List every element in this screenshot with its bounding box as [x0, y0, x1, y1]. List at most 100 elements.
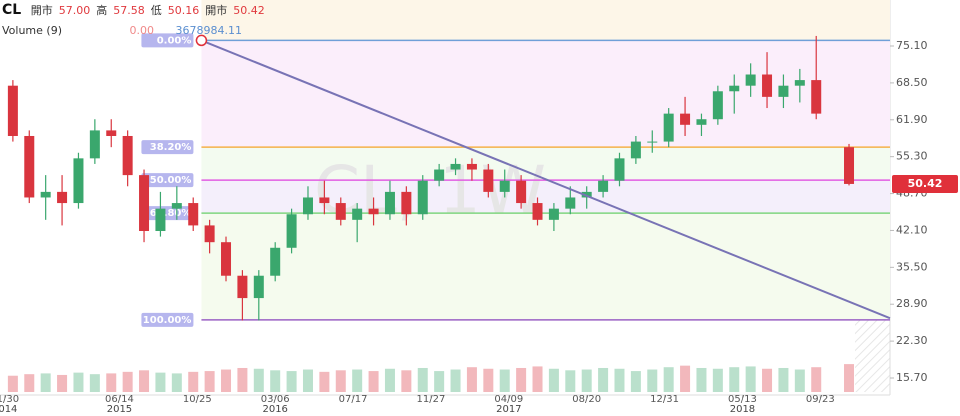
- volume-bar: [630, 371, 641, 392]
- volume-bar: [565, 370, 576, 392]
- volume-bar: [483, 368, 494, 392]
- candle-body: [40, 191, 51, 198]
- x-tick-label: 09/23: [806, 394, 835, 405]
- candle-body: [450, 163, 461, 170]
- ohlc-value: 50.42: [233, 4, 265, 17]
- x-year-label: 2018: [730, 404, 755, 415]
- volume-bar: [253, 368, 264, 392]
- x-tick-label: 06/14: [105, 394, 134, 405]
- fib-band: [201, 213, 891, 320]
- fib-label: 38.20%: [150, 142, 192, 153]
- candle-body: [729, 85, 740, 92]
- y-tick-label: 55.30: [896, 150, 928, 163]
- volume-bar: [24, 374, 35, 392]
- fib-label-box: [141, 206, 194, 221]
- volume-bar: [155, 372, 166, 392]
- volume-bar: [40, 373, 51, 392]
- candle-body: [204, 225, 215, 243]
- candle-body: [581, 191, 592, 198]
- volume-bar: [401, 370, 412, 392]
- volume-bar: [302, 369, 313, 392]
- volume-bar: [221, 369, 232, 392]
- volume-bar: [466, 367, 477, 392]
- volume-bar: [73, 372, 84, 392]
- ohlc-label: 低: [150, 4, 162, 17]
- candle-body: [188, 203, 199, 226]
- candle-body: [73, 158, 84, 204]
- x-tick-label: 08/20: [572, 394, 601, 405]
- x-tick-label: 05/13: [728, 394, 757, 405]
- y-tick-label: 42.10: [896, 223, 928, 236]
- volume-bar: [434, 371, 445, 392]
- candle-body: [483, 169, 494, 192]
- candle-body: [844, 147, 855, 184]
- ohlc-value: 50.16: [167, 4, 200, 17]
- symbol: CL: [2, 2, 22, 18]
- candle-body: [155, 208, 166, 232]
- volume-bar: [106, 373, 117, 392]
- volume-bar: [794, 369, 805, 392]
- volume-bar: [335, 370, 346, 392]
- candle-body: [368, 208, 379, 215]
- volume-bar: [89, 374, 100, 392]
- volume-legend-value: 3678984.11: [175, 24, 242, 37]
- x-tick-label: 04/09: [494, 394, 523, 405]
- volume-bar: [7, 375, 18, 392]
- volume-bar: [729, 367, 740, 392]
- volume-bar: [139, 370, 150, 392]
- volume-bar: [417, 367, 428, 392]
- volume-bar: [450, 369, 461, 392]
- candle-body: [466, 163, 477, 170]
- candle-body: [794, 80, 805, 86]
- candle-body: [647, 141, 658, 143]
- candle-body: [139, 175, 150, 232]
- y-tick-label: 68.50: [896, 76, 928, 89]
- watermark: CL, 1W: [314, 152, 546, 229]
- volume-bar: [384, 368, 395, 392]
- fib-label-box: [141, 140, 194, 155]
- y-tick-label: 75.10: [896, 39, 928, 52]
- candle-body: [89, 130, 100, 159]
- volume-bar: [598, 367, 609, 392]
- y-tick-label: 22.30: [896, 334, 928, 347]
- candle-body: [335, 203, 346, 220]
- volume-bar: [171, 373, 182, 392]
- candle-body: [598, 180, 609, 192]
- x-tick-label: 07/17: [339, 394, 368, 405]
- x-tick-label: 12/31: [650, 394, 679, 405]
- y-tick-label: 28.90: [896, 297, 928, 310]
- volume-bar: [614, 368, 625, 392]
- y-tick-label: 61.90: [896, 113, 928, 126]
- ohlc-fields: 開市 57.00 高 57.58 低 50.16 開市 50.42: [31, 4, 271, 17]
- volume-bar: [548, 368, 559, 392]
- candle-body: [106, 130, 117, 136]
- candle-body: [499, 180, 510, 192]
- volume-bar: [204, 371, 215, 392]
- candle-body: [762, 74, 773, 97]
- trendline: [201, 39, 891, 320]
- y-tick-label: 15.70: [896, 371, 928, 384]
- fib-label: 100.00%: [143, 315, 192, 326]
- volume-legend-value: 0.00: [129, 24, 155, 37]
- fib-label: 0.00%: [157, 35, 192, 46]
- volume-bar: [188, 371, 199, 392]
- candle-body: [401, 191, 412, 215]
- candle-body: [270, 247, 281, 276]
- candle-body: [221, 242, 232, 276]
- volume-bar: [745, 366, 756, 392]
- candle-body: [548, 208, 559, 220]
- volume-bar: [647, 369, 658, 392]
- volume-bar: [811, 367, 822, 392]
- last-price-label: 50.42: [908, 177, 943, 190]
- volume-bar: [368, 371, 379, 392]
- last-price-box: [892, 174, 958, 193]
- x-year-label: 2014: [0, 404, 17, 415]
- ohlc-label: 高: [96, 4, 108, 17]
- fib-label-box: [141, 173, 194, 188]
- candle-body: [712, 91, 723, 120]
- candle-body: [122, 135, 133, 176]
- fib-label: 50.00%: [150, 175, 192, 186]
- candle-body: [253, 275, 264, 299]
